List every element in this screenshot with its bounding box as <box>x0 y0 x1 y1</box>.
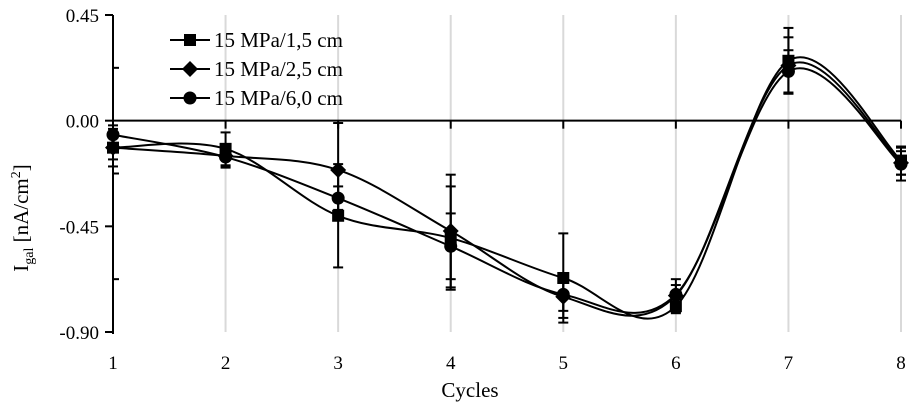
x-tick-label: 5 <box>559 353 569 374</box>
legend: 15 MPa/1,5 cm 15 MPa/2,5 cm 15 MPa/6,0 cm <box>170 28 343 110</box>
y-tick-label: -0.45 <box>59 217 99 238</box>
data-point <box>444 239 458 253</box>
axes: 0.45 0.00 -0.45 -0.90 1 2 3 4 5 6 7 8 <box>59 6 905 374</box>
x-tick-label: 2 <box>221 353 231 374</box>
y-tick-label: -0.90 <box>59 323 99 344</box>
data-point <box>106 128 120 142</box>
series-circle <box>106 49 908 314</box>
data-point <box>331 191 345 205</box>
series-group <box>105 26 909 324</box>
x-tick-label: 6 <box>671 353 681 374</box>
y-axis-label-sup: 2 <box>9 171 24 178</box>
legend-label: 15 MPa/6,0 cm <box>214 86 343 110</box>
x-tick-label: 1 <box>108 353 118 374</box>
y-axis-label-sub: gal <box>22 248 37 265</box>
y-axis-label: Igal [nA/cm2] <box>9 164 37 272</box>
x-tick-label: 8 <box>896 353 906 374</box>
data-point <box>330 161 347 178</box>
legend-marker <box>184 34 196 46</box>
x-tick-label: 4 <box>446 353 456 374</box>
legend-label: 15 MPa/1,5 cm <box>214 28 343 52</box>
legend-marker <box>182 61 198 77</box>
y-axis-label-main: I <box>9 265 33 272</box>
x-axis-label: Cycles <box>441 378 498 402</box>
legend-label: 15 MPa/2,5 cm <box>214 57 343 81</box>
legend-marker <box>183 91 197 105</box>
y-axis-label-close: ] <box>9 164 33 171</box>
data-point <box>669 287 683 301</box>
data-point <box>219 150 233 164</box>
x-tick-label: 3 <box>333 353 343 374</box>
x-tick-label: 7 <box>784 353 794 374</box>
data-point <box>556 287 570 301</box>
data-point <box>781 64 795 78</box>
y-axis-label-unit: [nA/cm <box>9 178 33 247</box>
y-tick-label: 0.45 <box>66 6 99 27</box>
data-point <box>894 157 908 171</box>
y-tick-label: 0.00 <box>66 112 99 133</box>
